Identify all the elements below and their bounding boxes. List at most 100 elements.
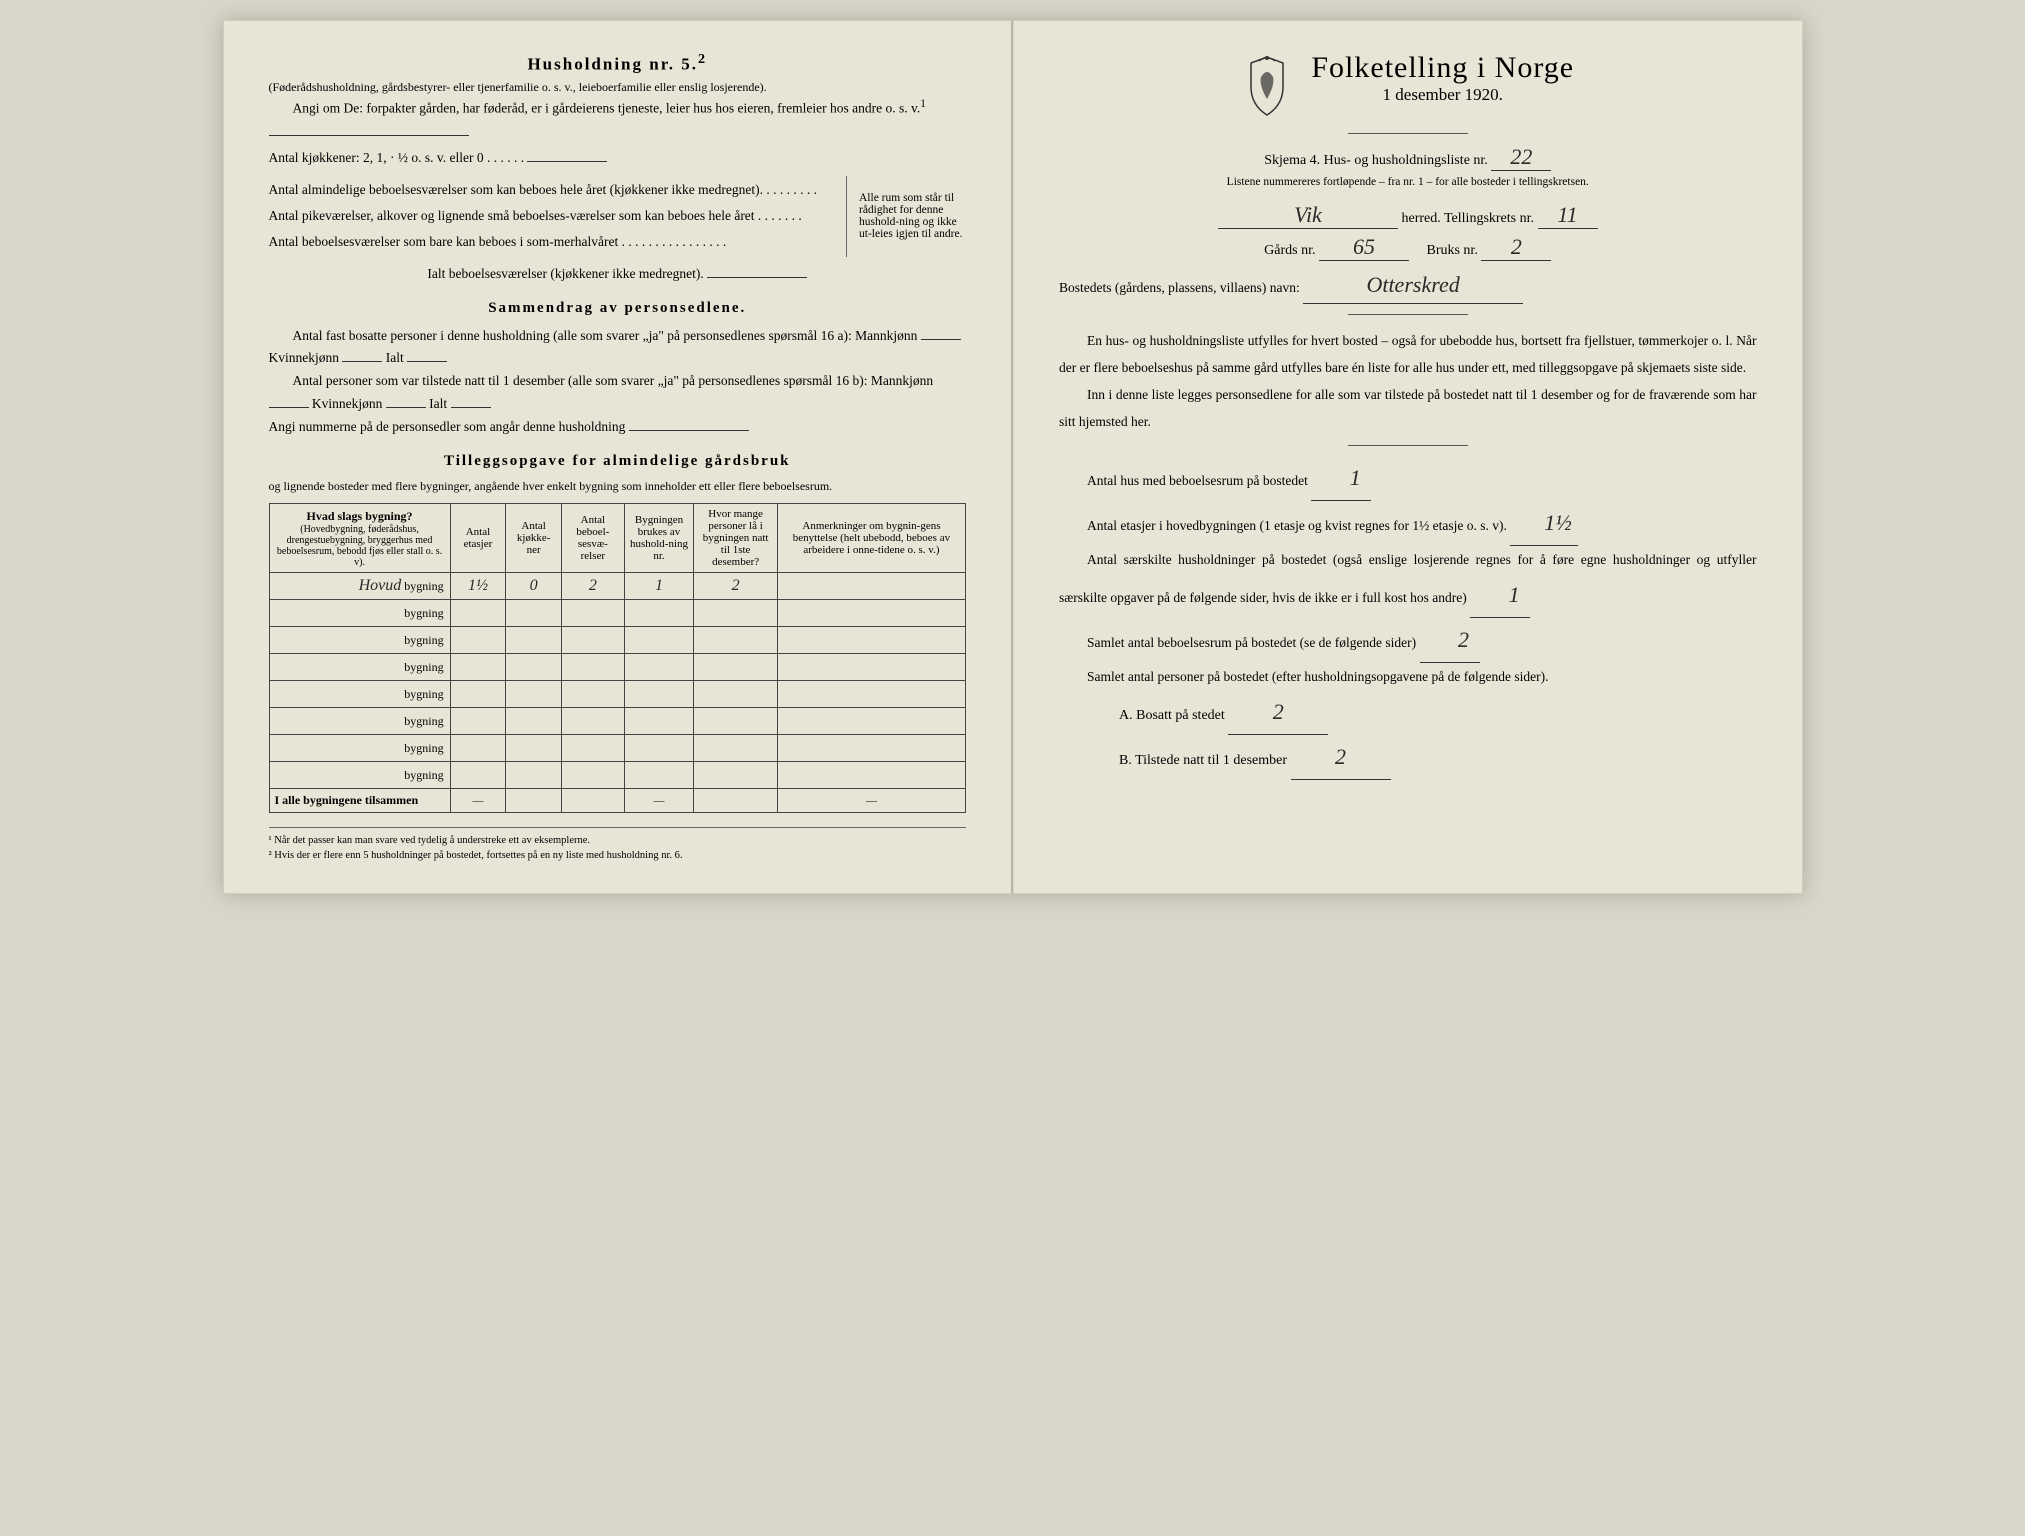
cell-husholdning <box>624 762 694 789</box>
cell-husholdning <box>624 600 694 627</box>
cell-kjokkener <box>506 708 562 735</box>
gards-line: Gårds nr. 65 Bruks nr. 2 <box>1059 234 1757 261</box>
household-heading: Husholdning nr. 5.2 <box>269 51 967 75</box>
q4-label: Samlet antal beboelsesrum på bostedet (s… <box>1087 635 1416 650</box>
coat-of-arms-icon <box>1241 55 1293 119</box>
bruks-label: Bruks nr. <box>1426 243 1477 258</box>
qB-value: 2 <box>1291 735 1391 780</box>
row-label: bygning <box>404 579 443 593</box>
blank-line <box>451 407 491 408</box>
brace-right: Alle rum som står til rådighet for denne… <box>846 176 966 257</box>
herred-label: herred. Tellingskrets nr. <box>1401 211 1534 226</box>
th-col4: Antal beboel-sesvæ-relser <box>562 504 625 573</box>
brace-line-2: Antal pikeværelser, alkover og lignende … <box>269 205 847 228</box>
heading-sup: 2 <box>698 51 707 67</box>
cell-husholdning: 1 <box>624 573 694 600</box>
crest-svg <box>1241 55 1293 119</box>
bosted-label: Bostedets (gårdens, plassens, villaens) … <box>1059 280 1300 295</box>
cell-personer <box>694 762 778 789</box>
row-name-hw: Hovud <box>359 577 402 594</box>
cell-anmerkning <box>777 627 965 654</box>
cell-anmerkning <box>777 708 965 735</box>
row-name: Hovud bygning <box>269 573 450 600</box>
form-small-text: Listene nummereres fortløpende – fra nr.… <box>1059 176 1757 188</box>
cell-husholdning <box>624 735 694 762</box>
cell-anmerkning <box>777 681 965 708</box>
separator <box>1348 133 1468 134</box>
summary-p1: Antal fast bosatte personer i denne hush… <box>269 325 967 371</box>
intro-small: (Føderådshusholdning, gårdsbestyrer- ell… <box>269 79 967 96</box>
title-text-block: Folketelling i Norge 1 desember 1920. <box>1311 51 1574 123</box>
left-page: Husholdning nr. 5.2 (Føderådshusholdning… <box>223 20 1014 894</box>
cell-kjokkener <box>506 654 562 681</box>
para-2: Inn i denne liste legges personsedlene f… <box>1059 381 1757 435</box>
cell-husholdning <box>624 681 694 708</box>
ialt-line: Ialt beboelsesværelser (kjøkkener ikke m… <box>269 263 967 286</box>
row-name: bygning <box>269 600 450 627</box>
table-row: bygning <box>269 681 966 708</box>
cell-vaerelser <box>562 762 625 789</box>
separator <box>1348 445 1468 446</box>
th-col1: Hvad slags bygning? (Hovedbygning, føder… <box>269 504 450 573</box>
row-name: bygning <box>269 735 450 762</box>
title-block: Folketelling i Norge 1 desember 1920. <box>1059 51 1757 123</box>
cell-kjokkener <box>506 762 562 789</box>
table-row: bygning <box>269 735 966 762</box>
row-label: bygning <box>404 687 443 701</box>
summary-p2: Antal personer som var tilstede natt til… <box>269 370 967 416</box>
cell-anmerkning <box>777 735 965 762</box>
table-row: bygning <box>269 762 966 789</box>
right-page: Folketelling i Norge 1 desember 1920. Sk… <box>1013 20 1803 894</box>
tfoot-cell <box>694 789 778 813</box>
brace-line-3: Antal beboelsesværelser som bare kan beb… <box>269 231 847 254</box>
q3-line: Antal særskilte husholdninger på bostede… <box>1059 546 1757 618</box>
cell-husholdning <box>624 654 694 681</box>
cell-etasjer <box>450 762 506 789</box>
blank-line <box>527 161 607 162</box>
herred-value: Vik <box>1218 202 1398 229</box>
row-label: bygning <box>404 741 443 755</box>
table-row: bygning <box>269 708 966 735</box>
summary-p2c: Ialt <box>429 396 447 411</box>
cell-kjokkener: 0 <box>506 573 562 600</box>
cell-personer: 2 <box>694 573 778 600</box>
cell-personer <box>694 654 778 681</box>
table-row: bygning <box>269 627 966 654</box>
cell-vaerelser: 2 <box>562 573 625 600</box>
cell-husholdning <box>624 708 694 735</box>
summary-p3-text: Angi nummerne på de personsedler som ang… <box>269 419 626 434</box>
summary-p3: Angi nummerne på de personsedler som ang… <box>269 416 967 439</box>
tfoot-label: I alle bygningene tilsammen <box>269 789 450 813</box>
bosted-value: Otterskred <box>1303 266 1523 304</box>
th-col3: Antal kjøkke-ner <box>506 504 562 573</box>
row-name: bygning <box>269 654 450 681</box>
cell-vaerelser <box>562 654 625 681</box>
th-col2: Antal etasjer <box>450 504 506 573</box>
q3-label: Antal særskilte husholdninger på bostede… <box>1059 552 1757 605</box>
row-label: bygning <box>404 768 443 782</box>
cell-vaerelser <box>562 735 625 762</box>
summary-heading: Sammendrag av personsedlene. <box>269 300 967 317</box>
q1-value: 1 <box>1311 456 1371 501</box>
q4-line: Samlet antal beboelsesrum på bostedet (s… <box>1059 618 1757 663</box>
intro-body: Angi om De: forpakter gården, har føderå… <box>269 95 967 143</box>
blank-line <box>921 339 961 340</box>
cell-kjokkener <box>506 681 562 708</box>
brace-line-1: Antal almindelige beboelsesværelser som … <box>269 179 847 202</box>
th-col1-sub: (Hovedbygning, føderådshus, drengestueby… <box>275 524 445 568</box>
cell-vaerelser <box>562 627 625 654</box>
kitchens-text: Antal kjøkkener: 2, 1, · ½ o. s. v. elle… <box>269 150 525 165</box>
cell-personer <box>694 600 778 627</box>
footnote-1: ¹ Når det passer kan man svare ved tydel… <box>269 834 967 849</box>
table-row: bygning <box>269 654 966 681</box>
cell-vaerelser <box>562 681 625 708</box>
footnotes: ¹ Når det passer kan man svare ved tydel… <box>269 827 967 863</box>
gards-value: 65 <box>1319 234 1409 261</box>
summary-p1c: Ialt <box>386 350 404 365</box>
q1-line: Antal hus med beboelsesrum på bostedet 1 <box>1059 456 1757 501</box>
table-row: bygning <box>269 600 966 627</box>
letter-list: A. Bosatt på stedet 2 B. Tilstede natt t… <box>1119 690 1757 780</box>
form-line-label: Skjema 4. Hus- og husholdningsliste nr. <box>1264 153 1488 168</box>
q1-label: Antal hus med beboelsesrum på bostedet <box>1087 473 1308 488</box>
right-body: En hus- og husholdningsliste utfylles fo… <box>1059 327 1757 780</box>
